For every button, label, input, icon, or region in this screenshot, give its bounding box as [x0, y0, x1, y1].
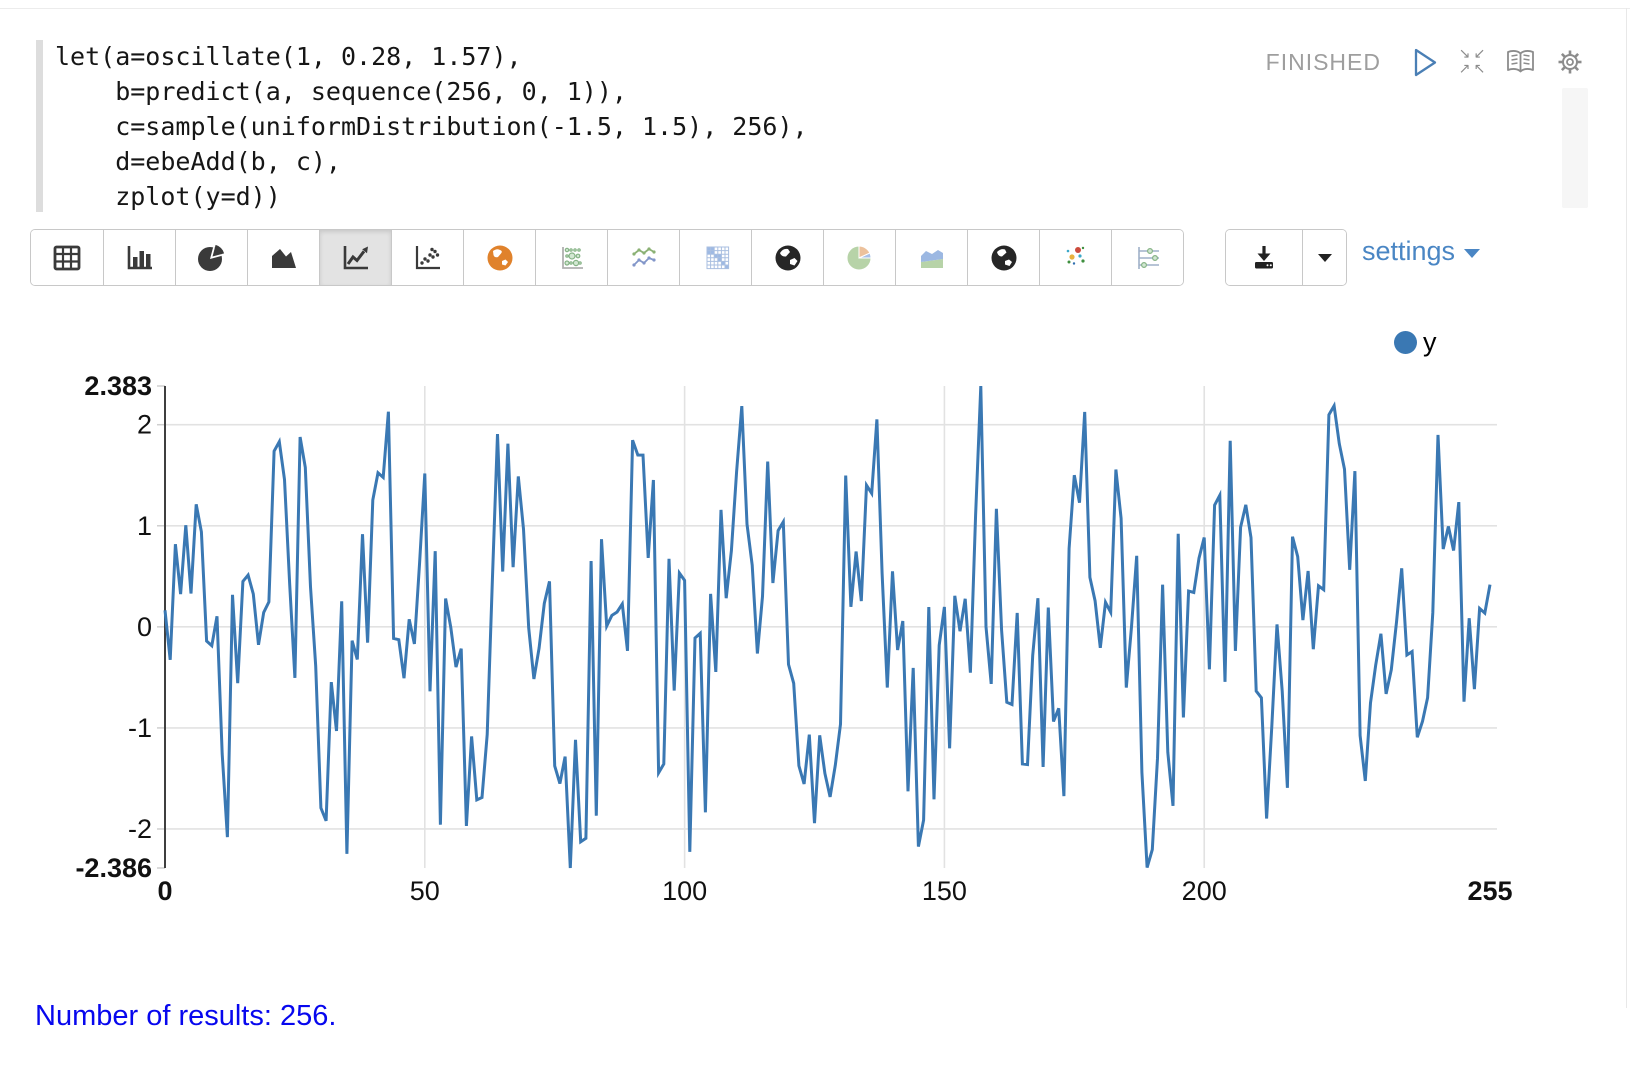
table-icon [53, 245, 81, 270]
x-tick-label: 200 [1182, 876, 1227, 906]
editor-scrollbar[interactable] [1562, 88, 1588, 208]
status-badge: FINISHED [1265, 48, 1381, 75]
collapse-button[interactable]: ↘ ↙ ↗ ↖ [1457, 47, 1487, 77]
colored-scatter-icon [1066, 246, 1085, 265]
area-chart-icon [271, 248, 296, 268]
open-book-icon [1507, 50, 1534, 73]
results-count: Number of results: 256. [35, 1000, 337, 1032]
chart-type-area-button[interactable] [247, 230, 319, 285]
show-editor-button[interactable] [1504, 47, 1537, 77]
chart-type-group [30, 229, 1184, 286]
y-tick-label: -1 [128, 713, 152, 743]
caret-down-icon [1317, 253, 1332, 262]
x-tick-label: 255 [1467, 876, 1512, 906]
x-tick-label: 50 [410, 876, 440, 906]
x-tick-label: 0 [157, 876, 172, 906]
play-icon [1414, 48, 1437, 76]
bar-chart-icon [127, 245, 152, 269]
orange-globe-icon [487, 245, 512, 270]
chart-type-scatter-button[interactable] [391, 230, 463, 285]
x-tick-label: 100 [662, 876, 707, 906]
code-editor[interactable]: let(a=oscillate(1, 0.28, 1.57), b=predic… [55, 42, 808, 211]
export-group [1225, 229, 1347, 286]
download-button[interactable] [1226, 230, 1302, 285]
y-tick-label: 1 [137, 511, 152, 541]
y-tick-label: -2.386 [75, 853, 152, 883]
chart-type-map-button[interactable] [463, 230, 535, 285]
code-gutter-bar [36, 40, 43, 212]
settings-label: settings [1362, 236, 1456, 266]
y-tick-label: -2 [128, 814, 152, 844]
collapse-arrows-icon: ↘ ↙ ↗ ↖ [1458, 46, 1486, 77]
gear-icon [1558, 50, 1582, 74]
chart-type-multiline-button[interactable] [607, 230, 679, 285]
visualization-toolbar: settings [0, 229, 1630, 286]
colored-pie-icon [846, 244, 872, 270]
run-button[interactable] [1410, 46, 1440, 79]
series-line [163, 385, 1492, 869]
multi-line-chart-icon [631, 246, 656, 267]
dark-globe-icon [775, 245, 800, 270]
dark-globe-2-icon [991, 245, 1016, 270]
chart-type-colored-pie-button[interactable] [823, 230, 895, 285]
paragraph-right-border [1626, 8, 1627, 1008]
chart-type-globe-button[interactable] [751, 230, 823, 285]
y-tick-label: 2 [137, 410, 152, 440]
chart-type-stacked-area-button[interactable] [895, 230, 967, 285]
stacked-area-icon [920, 249, 943, 268]
chart-type-parallel-coordinates-button[interactable] [1111, 230, 1183, 285]
legend-dot-icon [1394, 331, 1417, 354]
paragraph-top-border [0, 8, 1630, 9]
paragraph-controls: FINISHED ↘ ↙ ↗ ↖ [1266, 44, 1586, 80]
settings-caret-icon [1464, 249, 1481, 258]
chart-type-table-button[interactable] [31, 230, 103, 285]
chart-type-heatmap-button[interactable] [679, 230, 751, 285]
y-tick-label: 2.383 [84, 371, 152, 401]
download-icon [1255, 245, 1273, 268]
legend-label: y [1423, 327, 1437, 357]
settings-link[interactable]: settings [1362, 236, 1481, 267]
heatmap-icon [706, 246, 729, 269]
parallel-coordinates-icon [1137, 246, 1159, 269]
paragraph-settings-button[interactable] [1554, 46, 1586, 78]
line-chart-icon [343, 245, 368, 269]
chart-type-globe2-button[interactable] [967, 230, 1039, 285]
chart-type-colored-scatter-button[interactable] [1039, 230, 1111, 285]
chart-type-pie-button[interactable] [175, 230, 247, 285]
chart-type-line-button[interactable] [319, 230, 391, 285]
chart-legend[interactable]: y [1394, 327, 1437, 358]
chart-type-bar-button[interactable] [103, 230, 175, 285]
chart-area: 2.383 2 1 0 -1 -2 -2.386 0 50 100 150 200 255 [0, 295, 1630, 915]
pie-chart-icon [197, 244, 224, 271]
scatter-chart-icon [415, 245, 440, 269]
y-tick-label: 0 [137, 612, 152, 642]
chart-type-bubble-button[interactable] [535, 230, 607, 285]
x-tick-label: 150 [922, 876, 967, 906]
download-options-button[interactable] [1302, 230, 1346, 285]
bubble-matrix-icon [561, 246, 583, 269]
